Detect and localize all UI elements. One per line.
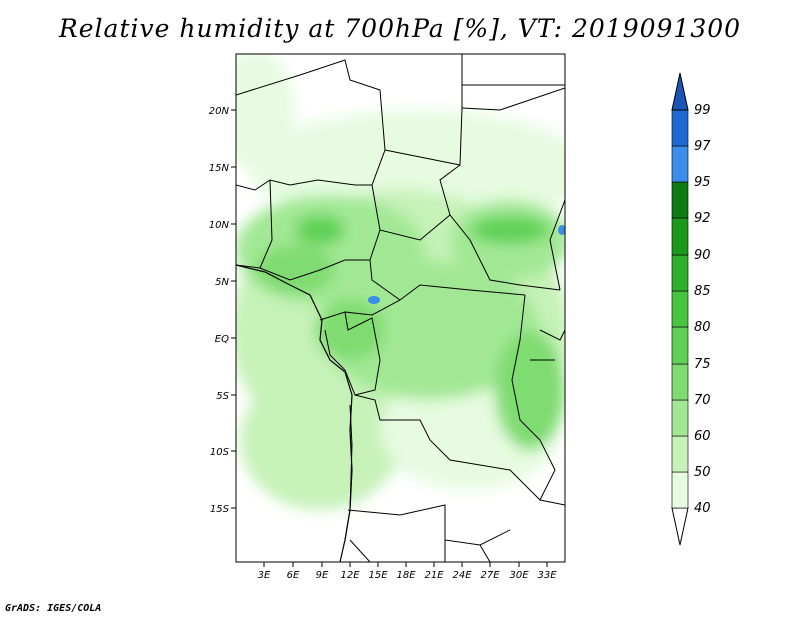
colorbar-high-arrow — [671, 72, 689, 111]
colorbar-swatch — [671, 254, 689, 292]
longitude-axis: 3E 6E 9E 12E 15E 18E 21E 24E 27E 30E 33E — [258, 562, 557, 581]
lon-label: 12E — [340, 570, 360, 581]
colorbar-label: 97 — [694, 139, 711, 154]
lon-label: 3E — [258, 570, 271, 581]
colorbar-low-arrow — [671, 507, 689, 546]
lon-label: 15E — [368, 570, 388, 581]
lon-label: 9E — [316, 570, 329, 581]
colorbar-label: 40 — [694, 501, 711, 516]
colorbar-label: 85 — [694, 284, 711, 299]
country-boundaries — [236, 54, 565, 562]
colorbar-label: 60 — [694, 429, 711, 444]
colorbar-swatch — [671, 471, 689, 509]
lon-label: 30E — [509, 570, 529, 581]
lat-label: 5S — [216, 391, 229, 402]
lon-label: 6E — [287, 570, 300, 581]
coastline — [236, 264, 353, 562]
lat-label: 5N — [215, 277, 229, 288]
colorbar-label: 99 — [694, 103, 711, 118]
lat-label: 10S — [210, 447, 230, 458]
lat-label: 15N — [209, 163, 230, 174]
colorbar: 40 50 60 70 75 80 85 90 92 95 97 99 — [671, 72, 711, 546]
lat-label: 10N — [209, 220, 230, 231]
colorbar-swatch — [671, 145, 689, 183]
colorbar-swatch — [671, 109, 689, 147]
lon-label: 24E — [452, 570, 472, 581]
humidity-field — [236, 54, 565, 562]
lat-label: EQ — [215, 334, 229, 345]
colorbar-swatch — [671, 290, 689, 328]
colorbar-label: 80 — [694, 320, 711, 335]
lat-label: 15S — [210, 504, 230, 515]
colorbar-swatch — [671, 399, 689, 437]
latitude-axis: 20N 15N 10N 5N EQ 5S 10S 15S — [209, 106, 236, 515]
lon-label: 27E — [480, 570, 500, 581]
colorbar-swatch — [671, 435, 689, 473]
map-frame — [235, 53, 566, 563]
colorbar-label: 92 — [694, 211, 711, 226]
colorbar-swatch — [671, 217, 689, 256]
colorbar-label: 70 — [694, 393, 711, 408]
colorbar-label: 75 — [694, 357, 711, 372]
lat-label: 20N — [209, 106, 230, 117]
lon-label: 33E — [537, 570, 557, 581]
colorbar-swatch — [671, 181, 689, 219]
lon-label: 21E — [424, 570, 444, 581]
chart-title: Relative humidity at 700hPa [%], VT: 201… — [58, 14, 742, 43]
grads-credit: GrADS: IGES/COLA — [5, 603, 102, 614]
colorbar-swatch — [671, 363, 689, 401]
colorbar-label: 50 — [694, 465, 711, 480]
colorbar-swatch — [671, 326, 689, 365]
colorbar-label: 90 — [694, 248, 711, 263]
lon-label: 18E — [396, 570, 416, 581]
colorbar-label: 95 — [694, 175, 711, 190]
